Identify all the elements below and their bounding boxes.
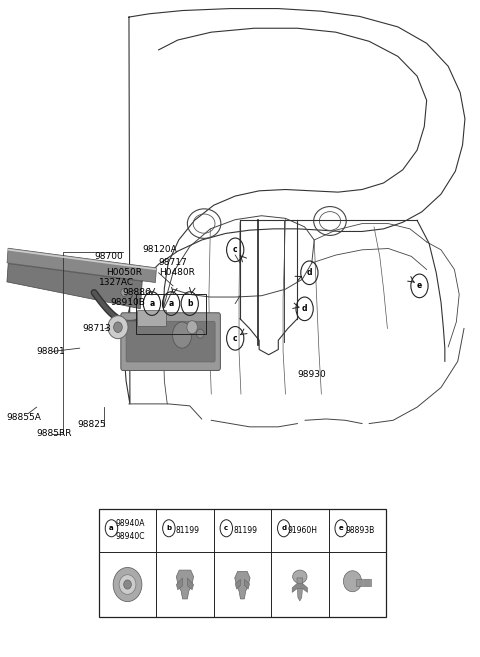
Ellipse shape: [187, 321, 197, 334]
Text: b: b: [166, 525, 171, 532]
Text: d: d: [302, 304, 307, 313]
Text: 1327AC: 1327AC: [99, 278, 134, 287]
Text: 9885RR: 9885RR: [36, 429, 72, 438]
Polygon shape: [235, 572, 250, 599]
Text: 98825: 98825: [77, 420, 106, 430]
Ellipse shape: [196, 329, 204, 338]
Text: a: a: [168, 299, 174, 308]
Text: 98940A: 98940A: [116, 520, 145, 528]
Polygon shape: [187, 578, 193, 590]
Text: 98893B: 98893B: [346, 526, 375, 535]
Ellipse shape: [121, 288, 128, 296]
Text: e: e: [417, 281, 422, 290]
Text: 98930: 98930: [298, 370, 326, 379]
Ellipse shape: [108, 316, 128, 338]
Polygon shape: [176, 578, 182, 590]
Polygon shape: [235, 579, 240, 589]
Polygon shape: [176, 570, 193, 599]
FancyBboxPatch shape: [121, 313, 220, 371]
Ellipse shape: [114, 322, 122, 332]
Text: H0050R: H0050R: [106, 268, 142, 277]
Ellipse shape: [124, 580, 132, 589]
Ellipse shape: [343, 571, 361, 592]
Text: 98120A: 98120A: [142, 245, 177, 254]
Text: d: d: [307, 268, 312, 277]
Text: a: a: [149, 299, 155, 308]
Polygon shape: [8, 249, 156, 270]
Polygon shape: [356, 579, 371, 586]
Text: e: e: [339, 525, 344, 532]
Text: 98700: 98700: [94, 252, 123, 261]
Text: 98910B: 98910B: [111, 298, 145, 307]
Bar: [136, 294, 206, 334]
FancyBboxPatch shape: [126, 321, 215, 362]
Polygon shape: [7, 248, 156, 283]
Ellipse shape: [172, 322, 192, 348]
Text: a: a: [109, 525, 114, 532]
Bar: [99, 509, 386, 617]
Text: c: c: [233, 334, 238, 343]
Text: c: c: [233, 245, 238, 254]
Text: 91960H: 91960H: [288, 526, 318, 535]
Bar: [137, 310, 166, 326]
Polygon shape: [297, 578, 303, 601]
Text: 98855A: 98855A: [6, 413, 41, 422]
Ellipse shape: [113, 568, 142, 602]
Polygon shape: [244, 579, 250, 589]
Text: H0480R: H0480R: [158, 268, 194, 277]
Ellipse shape: [119, 575, 136, 595]
Text: 81199: 81199: [176, 526, 200, 535]
Text: b: b: [187, 299, 192, 308]
Text: d: d: [281, 525, 286, 532]
Text: 98886: 98886: [123, 288, 152, 297]
Ellipse shape: [293, 570, 307, 583]
Text: 98713: 98713: [82, 324, 111, 333]
Text: 98801: 98801: [36, 347, 65, 356]
Polygon shape: [292, 583, 308, 593]
Text: 98717: 98717: [158, 258, 187, 267]
Polygon shape: [7, 263, 142, 309]
Text: c: c: [224, 525, 228, 532]
Text: 98940C: 98940C: [116, 532, 145, 541]
Text: 81199: 81199: [233, 526, 257, 535]
